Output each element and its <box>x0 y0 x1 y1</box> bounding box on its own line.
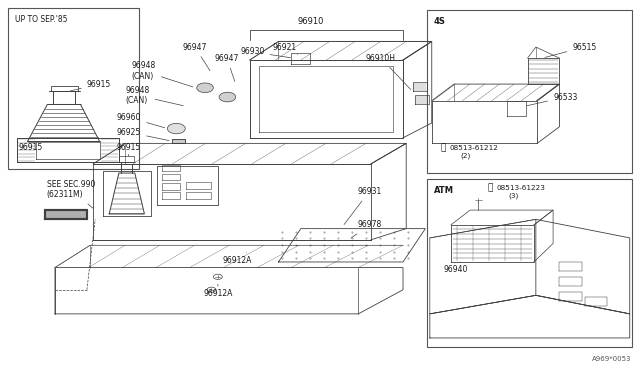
Text: ATM: ATM <box>434 186 454 195</box>
Text: 96912A: 96912A <box>223 253 252 264</box>
Text: 96948
(CAN): 96948 (CAN) <box>132 61 193 87</box>
Text: 96915: 96915 <box>19 142 43 151</box>
Polygon shape <box>172 138 184 143</box>
Bar <box>428 10 632 173</box>
Text: 4S: 4S <box>434 17 445 26</box>
Text: Ⓢ: Ⓢ <box>440 144 445 153</box>
Text: 96947: 96947 <box>214 54 239 81</box>
Text: SEE SEC.990
(62311M): SEE SEC.990 (62311M) <box>47 180 95 208</box>
Polygon shape <box>45 210 87 219</box>
Text: A969*0053: A969*0053 <box>592 356 632 362</box>
Text: 96930: 96930 <box>240 47 291 58</box>
Circle shape <box>168 124 185 134</box>
Text: 96910H: 96910H <box>366 54 411 90</box>
Text: 96915: 96915 <box>70 80 111 91</box>
Text: 96921: 96921 <box>272 42 298 54</box>
Text: 96912A: 96912A <box>204 284 233 298</box>
Bar <box>428 179 632 347</box>
Text: (3): (3) <box>508 192 518 199</box>
Text: 96948
(CAN): 96948 (CAN) <box>125 86 183 106</box>
Text: 96978: 96978 <box>351 221 381 238</box>
Text: UP TO SEP.'85: UP TO SEP.'85 <box>15 15 67 24</box>
Text: 96533: 96533 <box>527 93 577 106</box>
Text: 96947: 96947 <box>182 42 210 71</box>
Text: 96940: 96940 <box>444 262 468 274</box>
Circle shape <box>219 92 236 102</box>
Circle shape <box>196 83 213 93</box>
Text: (2): (2) <box>461 153 471 159</box>
Text: 96910: 96910 <box>298 17 324 26</box>
Text: 08513-61223: 08513-61223 <box>497 185 546 191</box>
Text: Ⓢ: Ⓢ <box>487 183 493 192</box>
Text: 96515: 96515 <box>545 42 596 57</box>
Text: 96915: 96915 <box>117 142 141 156</box>
Text: 96931: 96931 <box>344 187 381 225</box>
Text: 08513-61212: 08513-61212 <box>450 145 499 151</box>
Text: 96925: 96925 <box>117 128 169 141</box>
Text: 96960: 96960 <box>117 113 164 128</box>
Bar <box>8 8 140 169</box>
